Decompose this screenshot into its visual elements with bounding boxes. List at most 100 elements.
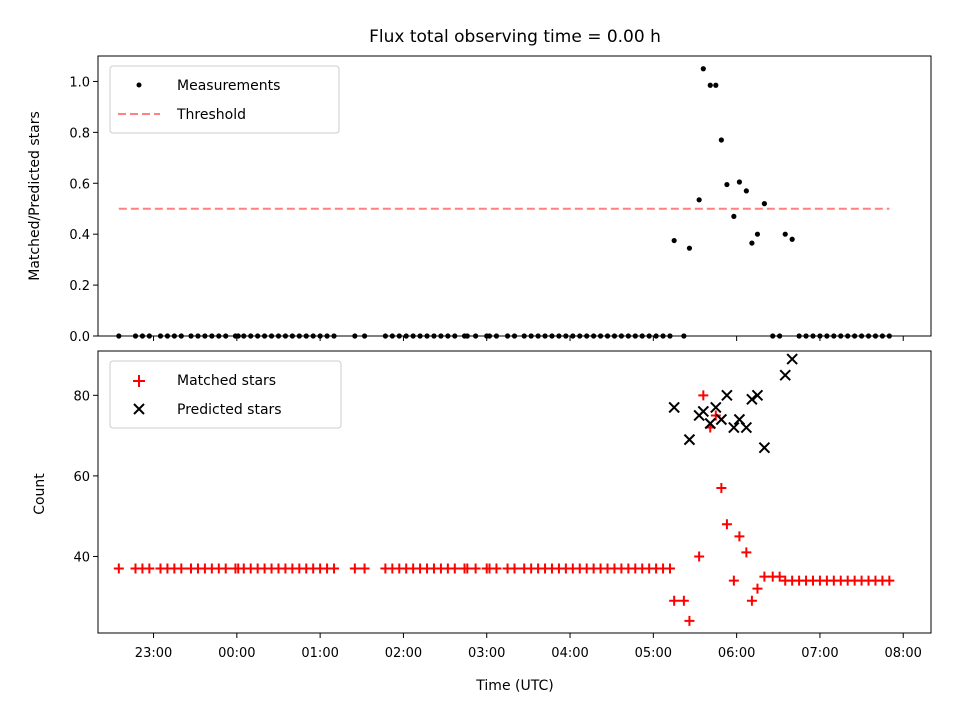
measurement-point xyxy=(789,236,795,242)
predicted-star-point xyxy=(704,417,716,430)
measurements-legend-marker xyxy=(136,82,142,88)
ratio-y-axis-label: Matched/Predicted stars xyxy=(27,111,43,281)
measurement-point xyxy=(464,333,470,339)
predicted-star-point xyxy=(697,405,710,418)
measurement-point xyxy=(521,333,527,339)
matched-star-point xyxy=(741,547,752,558)
measurement-point xyxy=(761,201,768,207)
measurement-point xyxy=(770,333,776,339)
predicted-star-point xyxy=(779,369,791,381)
matched-star-point xyxy=(113,563,124,574)
measurement-point xyxy=(178,333,184,339)
chart-title: Flux total observing time = 0.00 h xyxy=(369,27,661,47)
measurement-point xyxy=(625,333,631,339)
measurement-point xyxy=(282,333,289,339)
measurement-point xyxy=(303,333,309,339)
measurement-point xyxy=(796,333,802,339)
matched-star-point xyxy=(509,563,520,574)
count-x-ticks: 23:00 00:00 01:00 02:00 03:00 04:00 05:00 06:00… xyxy=(135,633,922,661)
measurement-point xyxy=(803,333,809,339)
measurement-point xyxy=(275,333,282,339)
matched-star-point xyxy=(678,595,689,606)
matched-star-point xyxy=(359,563,370,574)
measurement-point xyxy=(707,82,713,88)
measurement-point xyxy=(618,333,625,339)
threshold-legend-label: Threshold xyxy=(176,107,246,123)
measurement-point xyxy=(535,333,541,339)
measurement-point xyxy=(743,188,749,194)
measurement-point xyxy=(202,333,208,339)
x-tick-label: 01:00 xyxy=(301,646,338,661)
count-legend-box xyxy=(109,360,342,429)
x-tick-label: 06:00 xyxy=(718,646,755,661)
measurement-point xyxy=(431,333,437,339)
measurement-point xyxy=(361,333,368,339)
x-axis-label: Time (UTC) xyxy=(475,678,553,694)
measurement-point xyxy=(216,333,222,339)
matched-star-point xyxy=(721,519,732,530)
measurement-point xyxy=(146,333,152,339)
matched-stars-legend-marker xyxy=(133,375,145,387)
measurement-point xyxy=(511,333,518,339)
predicted-star-point xyxy=(751,389,764,402)
measurement-point xyxy=(157,333,164,339)
x-tick-label: 23:00 xyxy=(135,646,172,661)
count-y-tick-label: 60 xyxy=(73,470,90,485)
matched-star-point xyxy=(220,563,231,574)
measurement-point xyxy=(831,333,837,339)
ratio-y-ticks: 0.0 0.2 0.4 0.6 0.8 1.0 xyxy=(69,75,98,345)
measurement-point xyxy=(209,333,215,339)
measurement-point xyxy=(584,333,590,339)
measurement-point xyxy=(410,333,416,339)
measurement-point xyxy=(646,333,652,339)
ratio-y-tick-label: 0.0 xyxy=(69,330,90,345)
count-plot-frame xyxy=(97,350,932,634)
measurement-point xyxy=(604,333,611,339)
measurement-point xyxy=(872,333,879,339)
measurement-point xyxy=(777,333,783,339)
matched-star-point xyxy=(698,390,709,401)
measurement-point xyxy=(132,333,139,339)
measurement-point xyxy=(417,333,423,339)
matched-star-point xyxy=(746,595,757,606)
measurement-point xyxy=(749,240,755,246)
matched-star-point xyxy=(752,583,763,594)
measurement-point xyxy=(858,333,865,339)
matched-star-point xyxy=(684,615,695,626)
measurement-point xyxy=(824,333,830,339)
measurement-point xyxy=(255,333,261,339)
predicted-star-point xyxy=(728,421,740,434)
x-tick-label: 03:00 xyxy=(468,646,505,661)
ratio-y-tick-label: 0.4 xyxy=(69,228,90,243)
count-panel: 40 60 80 23:00 00:00 01:00 02:00 03:00 04:00 05:… xyxy=(32,350,932,694)
matched-star-point xyxy=(728,575,739,586)
ratio-y-tick-label: 1.0 xyxy=(69,75,90,90)
ratio-marks xyxy=(116,66,892,339)
measurement-point xyxy=(403,333,409,339)
measurement-point xyxy=(296,333,302,339)
matched-star-point xyxy=(884,575,895,586)
measurement-point xyxy=(653,333,659,339)
predicted-stars-legend-label: Predicted stars xyxy=(177,402,282,418)
measurement-point xyxy=(445,333,451,339)
matched-star-point xyxy=(710,410,721,421)
measurement-point xyxy=(116,333,122,339)
measurement-point xyxy=(845,333,851,339)
measurement-point xyxy=(597,333,604,339)
ratio-legend-box xyxy=(109,65,340,134)
measurement-point xyxy=(549,333,555,339)
count-y-ticks: 40 60 80 xyxy=(73,389,98,565)
measurement-point xyxy=(570,333,576,339)
measurement-point xyxy=(724,181,730,188)
measurement-point xyxy=(223,333,229,339)
measurement-point xyxy=(852,333,858,339)
measurement-point xyxy=(639,333,645,339)
measurement-point xyxy=(810,333,816,339)
matched-star-point xyxy=(329,563,340,574)
measurement-point xyxy=(591,333,597,339)
ratio-y-tick-label: 0.8 xyxy=(69,126,90,141)
ratio-panel: 0.0 0.2 0.4 0.6 0.8 1.0 Matched/Predicted sta… xyxy=(27,55,932,345)
measurement-point xyxy=(188,333,194,339)
matched-star-point xyxy=(491,563,502,574)
count-y-axis-label: Count xyxy=(32,473,48,515)
